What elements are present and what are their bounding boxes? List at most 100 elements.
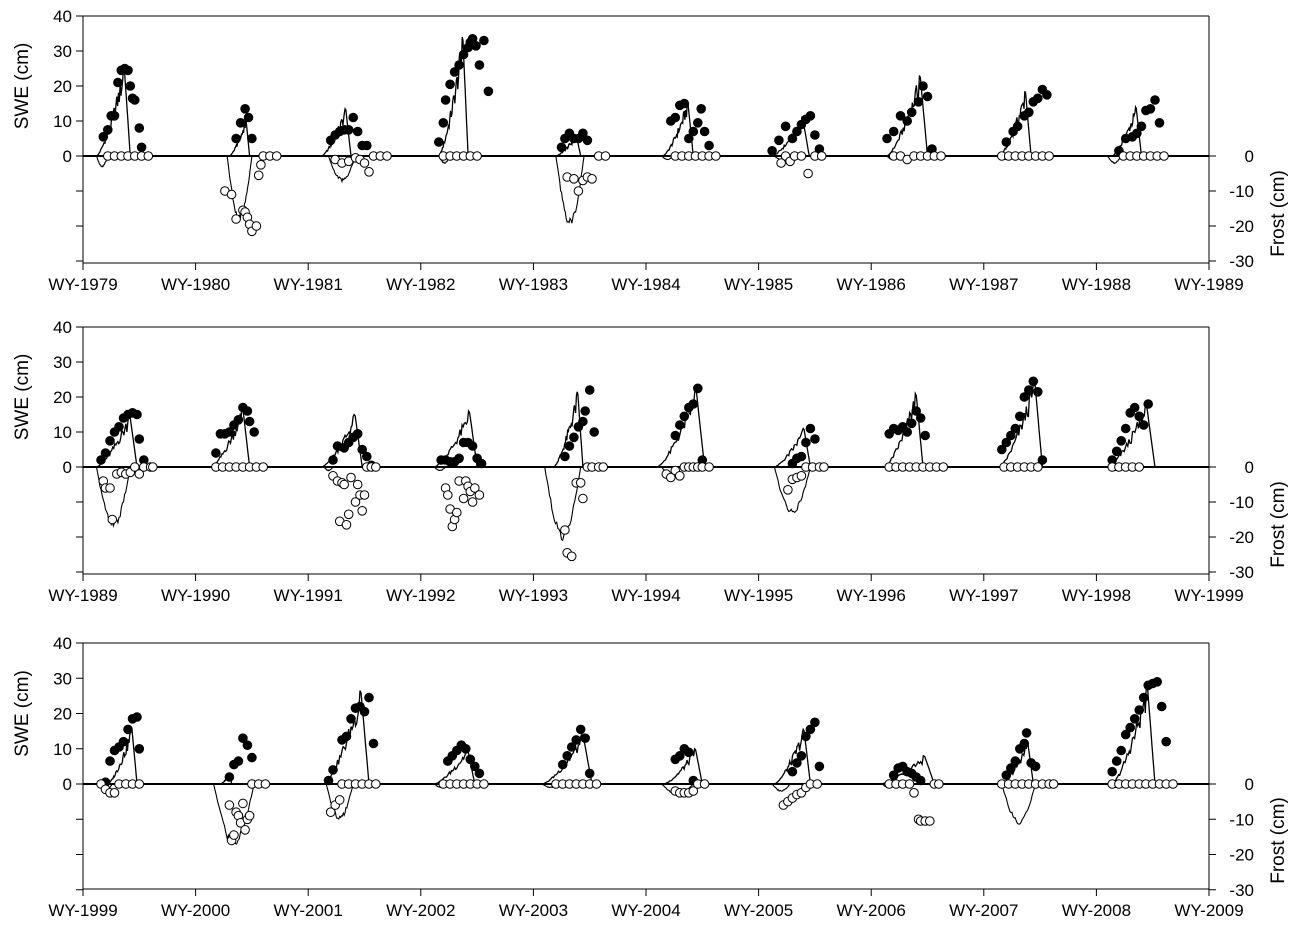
frost-point <box>566 551 577 562</box>
swe-point <box>774 135 784 146</box>
swe-point <box>476 458 487 469</box>
swe-point <box>1129 714 1140 724</box>
x-tick-label: WY-1984 <box>611 275 680 294</box>
swe-point <box>362 140 372 151</box>
swe-point <box>224 427 235 437</box>
swe-point <box>346 714 356 724</box>
x-tick-label: WY-2007 <box>949 901 1018 920</box>
swe-point <box>1010 756 1021 766</box>
frost-trace-line <box>1001 783 1037 825</box>
swe-point <box>704 140 714 151</box>
frost-point <box>256 160 266 170</box>
frost-point <box>334 795 345 805</box>
swe-point <box>1154 118 1165 128</box>
swe-point <box>103 125 113 135</box>
swe-point <box>805 111 816 121</box>
left-tick-label: 10 <box>53 112 72 131</box>
swe-point <box>483 86 494 97</box>
swe-point <box>98 132 109 142</box>
swe-point <box>242 406 253 416</box>
frost-point <box>569 174 579 184</box>
frost-point <box>458 493 469 504</box>
swe-trace-line <box>1111 683 1156 785</box>
swe-point <box>434 137 444 147</box>
frost-trace-line <box>323 466 334 472</box>
swe-point <box>564 441 575 451</box>
swe-point <box>1134 705 1144 715</box>
x-tick-label: WY-2005 <box>724 901 793 920</box>
swe-point <box>906 107 917 118</box>
swe-point <box>467 441 478 451</box>
swe-point <box>902 427 913 437</box>
frost-point <box>470 483 480 493</box>
swe-point <box>915 413 926 423</box>
frost-point <box>109 788 120 798</box>
swe-point <box>1143 399 1153 409</box>
frost-point <box>325 807 336 818</box>
frost-point <box>253 170 264 181</box>
frost-point <box>803 168 813 179</box>
frost-point <box>938 462 949 472</box>
frost-point <box>229 830 239 840</box>
frost-trace-line <box>325 783 354 820</box>
swe-trace-line <box>553 391 584 468</box>
frost-point <box>591 779 602 789</box>
y-axis-title-left: SWE (cm) <box>12 354 33 441</box>
swe-point <box>699 126 710 137</box>
swe-point <box>125 81 136 91</box>
frost-point <box>226 189 237 200</box>
swe-point <box>670 430 681 441</box>
frost-point <box>1134 462 1144 472</box>
swe-point <box>247 752 257 763</box>
frost-point <box>1044 151 1054 161</box>
swe-point <box>810 434 820 444</box>
swe-point <box>556 142 567 153</box>
swe-point <box>578 416 588 427</box>
swe-point <box>235 118 246 128</box>
right-tick-label: -10 <box>1229 182 1254 201</box>
panel-1: 0 10 20 30 40 0 -10 -20 -30 WY-1979 WY-1980 WY-1981… <box>12 7 1289 294</box>
left-tick-label: 20 <box>53 77 72 96</box>
swe-point <box>440 95 451 105</box>
swe-point <box>796 451 807 462</box>
frost-point <box>909 788 919 798</box>
swe-point <box>696 104 707 114</box>
frost-point <box>699 779 710 789</box>
swe-point <box>582 135 593 146</box>
frost-point <box>452 507 462 518</box>
panel-2: 0 10 20 30 40 0 -10 -20 -30 WY-1989 WY-1990 WY-1991… <box>12 318 1289 605</box>
frost-point <box>812 779 823 789</box>
swe-trace-line <box>656 386 706 468</box>
left-tick-label: 20 <box>53 388 72 407</box>
swe-point <box>1015 411 1025 422</box>
swe-point <box>902 116 913 126</box>
swe-point <box>589 427 600 437</box>
x-tick-label: WY-1980 <box>161 275 230 294</box>
swe-point <box>211 448 221 458</box>
swe-point <box>882 133 892 144</box>
swe-point <box>1028 376 1039 387</box>
frost-point <box>675 471 685 481</box>
frost-point <box>359 158 370 168</box>
frost-point <box>244 810 255 821</box>
left-tick-label: 30 <box>53 669 72 688</box>
frost-trace-line <box>544 466 582 542</box>
swe-point <box>240 104 250 114</box>
swe-point <box>96 455 106 465</box>
frost-point <box>600 151 611 161</box>
swe-point <box>461 744 471 754</box>
y-axis-title-right: Frost (cm) <box>1268 170 1289 257</box>
swe-point <box>1010 423 1021 434</box>
swe-trace-line <box>662 99 694 157</box>
swe-point <box>560 451 570 462</box>
swe-point <box>584 768 595 779</box>
frost-point <box>240 825 250 835</box>
swe-point <box>105 436 115 446</box>
frost-trace-line <box>773 466 811 514</box>
swe-point <box>465 754 476 765</box>
swe-trace-line <box>999 377 1044 468</box>
swe-point <box>1024 385 1034 395</box>
swe-point <box>1001 770 1012 781</box>
swe-point <box>123 65 133 76</box>
frost-point <box>339 479 350 490</box>
